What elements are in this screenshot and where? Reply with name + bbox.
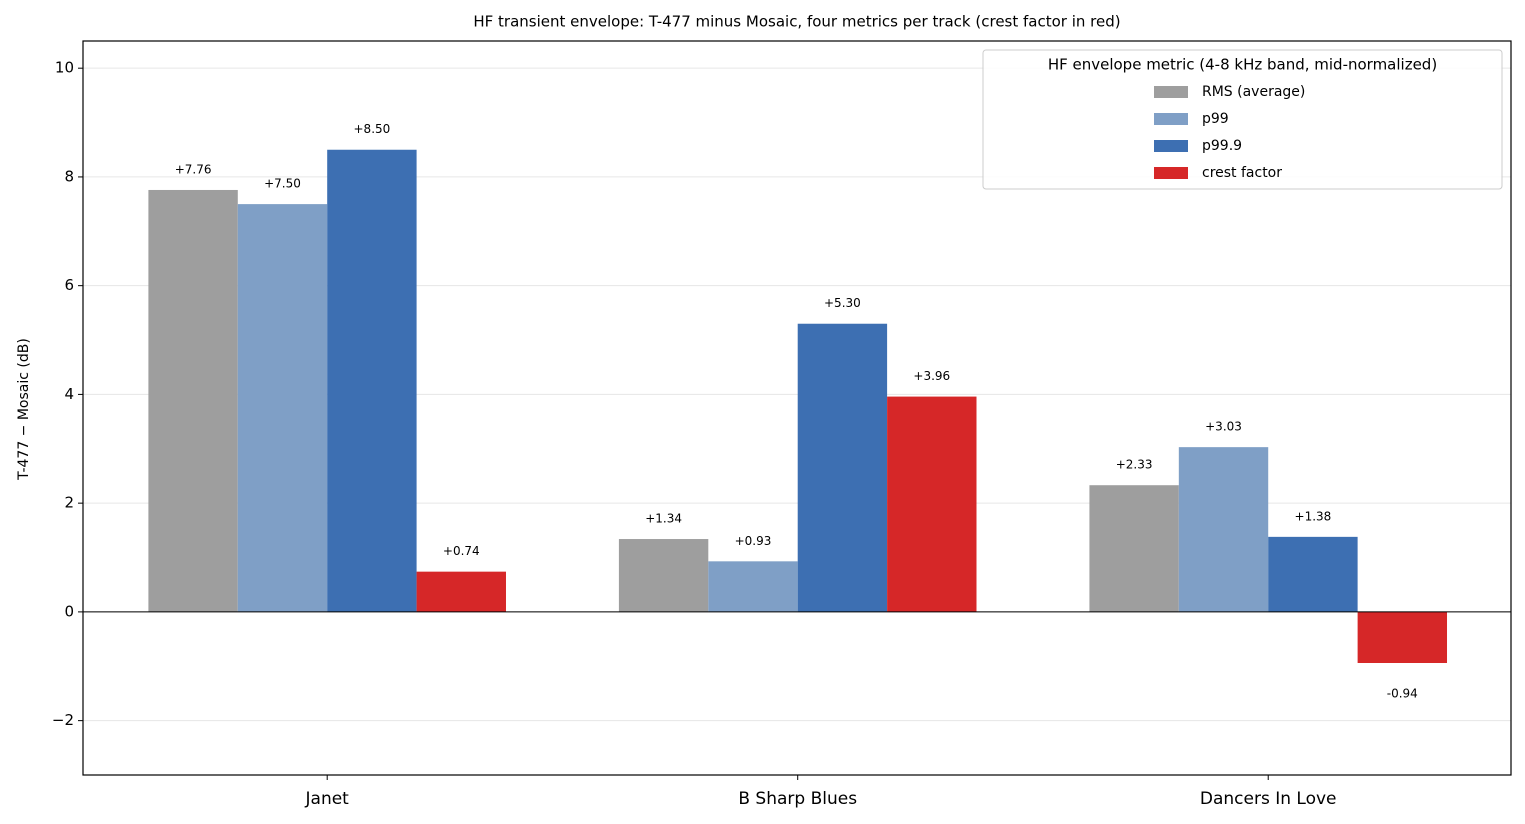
legend-label: RMS (average) [1202, 84, 1305, 100]
value-label: -0.94 [1387, 686, 1418, 700]
value-label: +7.76 [175, 162, 212, 176]
bar [237, 204, 328, 612]
x-tick-label: Dancers In Love [1200, 789, 1337, 809]
value-label: +5.30 [824, 296, 861, 310]
bar [618, 539, 709, 612]
bar [1268, 536, 1358, 612]
x-tick-label: Janet [305, 789, 350, 809]
y-axis-label: T-477 − Mosaic (dB) [16, 338, 32, 481]
value-label: +1.34 [645, 512, 682, 526]
bar [887, 396, 977, 612]
y-tick-label: 6 [64, 276, 74, 294]
y-tick-label: 4 [64, 385, 74, 403]
value-label: +2.33 [1116, 458, 1153, 472]
legend-label: p99 [1202, 111, 1229, 127]
value-label: +3.96 [913, 369, 950, 383]
value-label: +0.74 [443, 544, 480, 558]
legend-swatch [1154, 113, 1188, 125]
legend: HF envelope metric (4-8 kHz band, mid-no… [982, 49, 1503, 190]
legend-label: crest factor [1202, 165, 1282, 181]
bar [327, 149, 417, 612]
legend-swatch [1154, 86, 1188, 98]
bar [1357, 611, 1448, 663]
legend-title: HF envelope metric (4-8 kHz band, mid-no… [1048, 56, 1437, 74]
legend-box [982, 49, 1503, 190]
x-tick-label: B Sharp Blues [738, 789, 857, 809]
y-tick-label: 10 [55, 59, 74, 77]
bar [1178, 447, 1269, 612]
bar [797, 323, 888, 612]
bar [708, 561, 798, 612]
value-label: +3.03 [1205, 420, 1242, 434]
value-label: +8.50 [354, 122, 391, 136]
bar [148, 189, 238, 612]
value-label: +7.50 [264, 177, 301, 191]
bar [416, 571, 506, 612]
chart-title: HF transient envelope: T-477 minus Mosai… [473, 13, 1120, 31]
bar [1089, 485, 1179, 612]
legend-swatch [1154, 167, 1188, 179]
y-tick-label: 8 [64, 167, 74, 185]
plot-frame [82, 40, 1512, 776]
y-tick-label: 0 [64, 602, 74, 620]
value-label: +1.38 [1295, 509, 1332, 523]
y-tick-label: 2 [64, 494, 74, 512]
legend-swatch [1154, 140, 1188, 152]
value-label: +0.93 [735, 534, 772, 548]
legend-label: p99.9 [1202, 138, 1242, 154]
y-tick-label: −2 [52, 711, 74, 729]
